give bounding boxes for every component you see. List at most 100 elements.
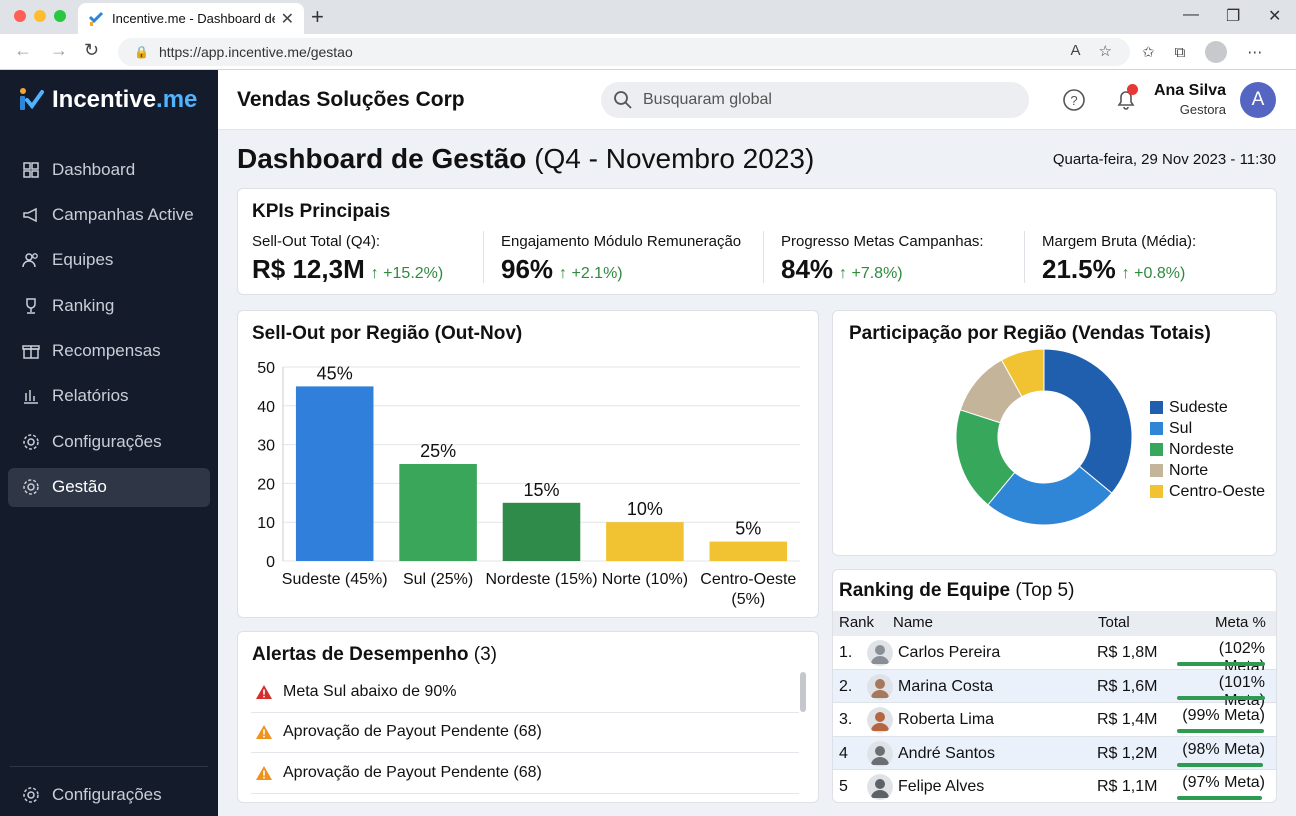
sidebar-item-dashboard[interactable]: Dashboard: [8, 150, 210, 189]
kpi-progresso: Progresso Metas Campanhas: 84% ↑ +7.8%): [781, 233, 984, 285]
sidebar-item-configura-es[interactable]: Configurações: [8, 422, 210, 461]
minimize-icon[interactable]: —: [1183, 6, 1199, 23]
sidebar-item-relat-rios[interactable]: Relatórios: [8, 377, 210, 416]
bar[interactable]: [295, 386, 374, 561]
member-total: R$ 1,6M: [1097, 677, 1158, 695]
collections-icon[interactable]: ⧉: [1174, 43, 1186, 61]
rank-number: 2.: [839, 677, 853, 695]
table-row[interactable]: 3. Roberta Lima R$ 1,4M (99% Meta): [833, 703, 1276, 737]
sidebar-item-equipes[interactable]: Equipes: [8, 241, 210, 280]
logo-icon: [20, 88, 44, 110]
company-name: Vendas Soluções Corp: [237, 88, 465, 111]
forward-icon[interactable]: →: [50, 40, 68, 60]
gear-icon: [23, 479, 39, 495]
profile-icon[interactable]: [1205, 41, 1228, 63]
x-tick-label: (5%): [731, 591, 765, 608]
bar-data-label: 5%: [735, 519, 761, 539]
maximize-window-button[interactable]: [54, 10, 66, 22]
kpi-label: Progresso Metas Campanhas:: [781, 233, 984, 250]
pie-slice[interactable]: [1043, 348, 1133, 494]
meta-progress-bar: [1177, 762, 1264, 767]
sidebar-item-ranking[interactable]: Ranking: [8, 286, 210, 325]
pie-chart-card: Participação por Região (Vendas Totais) …: [832, 310, 1277, 556]
alerts-title: Alertas de Desempenho (3): [252, 644, 497, 666]
close-window-button[interactable]: [14, 10, 26, 22]
ranking-table-header: Rank Name Total Meta %: [833, 611, 1276, 636]
search-input[interactable]: [643, 91, 1003, 109]
bar[interactable]: [606, 522, 684, 561]
table-row[interactable]: 2. Marina Costa R$ 1,6M (101% Meta): [833, 669, 1276, 709]
member-total: R$ 1,2M: [1097, 744, 1158, 762]
bar[interactable]: [502, 502, 581, 561]
avatar[interactable]: A: [1240, 82, 1276, 118]
user-info[interactable]: Ana Silva Gestora: [1154, 82, 1226, 117]
col-name: Name: [893, 614, 934, 631]
alert-item[interactable]: Meta Sul abaixo de 90%: [251, 672, 799, 713]
read-aloud-icon[interactable]: A: [1070, 42, 1081, 59]
close-icon[interactable]: ✕: [1268, 8, 1282, 25]
bar[interactable]: [709, 541, 788, 561]
alert-text: Aprovação de Payout Pendente (68): [283, 723, 542, 741]
new-tab-icon[interactable]: +: [311, 4, 324, 29]
x-tick-label: Norte (10%): [602, 571, 688, 588]
sidebar-item-label: Recompensas: [52, 341, 161, 361]
avatar: [867, 640, 893, 666]
tab-close-icon[interactable]: ✕: [280, 10, 294, 28]
help-icon[interactable]: ?: [1062, 88, 1086, 112]
warning-red-icon: [256, 684, 272, 699]
reload-icon[interactable]: ↻: [84, 40, 100, 60]
warning-orange-icon: [256, 725, 272, 740]
page-title-period: (Q4 - Novembro 2023): [534, 143, 815, 174]
gear-icon: [23, 786, 39, 803]
rank-number: 3.: [839, 711, 853, 729]
table-row[interactable]: 5 Felipe Alves R$ 1,1M (97% Meta): [833, 770, 1276, 802]
browser-tab[interactable]: Incentive.me - Dashboard de G ✕: [78, 3, 304, 34]
notification-badge: [1127, 84, 1138, 95]
url-field[interactable]: 🔒 https://app.incentive.me/gestao A ☆: [118, 38, 1130, 66]
legend-item: Norte: [1150, 460, 1265, 481]
kpi-delta: ↑ +7.8%): [839, 265, 903, 282]
avatar: [867, 707, 893, 734]
table-row[interactable]: 1. Carlos Pereira R$ 1,8M (102% Meta): [833, 636, 1276, 675]
pie-slice[interactable]: [987, 465, 1113, 526]
restore-icon[interactable]: ❐: [1226, 8, 1241, 25]
favorite-star-icon[interactable]: ☆: [1098, 43, 1112, 60]
user-role: Gestora: [1179, 102, 1226, 117]
trophy-icon: [26, 297, 36, 314]
alert-item[interactable]: Aprovação de Payout Pendente (68): [251, 713, 799, 753]
meta-progress-bar: [1177, 796, 1263, 801]
global-search[interactable]: [601, 82, 1029, 118]
alerts-scrollbar[interactable]: [800, 672, 806, 712]
member-total: R$ 1,8M: [1097, 644, 1158, 661]
logo[interactable]: Incentive .me: [18, 86, 197, 114]
favorites-icon[interactable]: ✩: [1142, 44, 1155, 61]
notifications-button[interactable]: [1114, 84, 1138, 116]
url-text: https://app.incentive.me/gestao: [158, 44, 353, 60]
sidebar-item-campanhas-active[interactable]: Campanhas Active: [8, 195, 210, 234]
kpi-value: 21.5%: [1042, 254, 1116, 284]
sidebar-item-configuracoes-bottom[interactable]: Configurações: [8, 775, 210, 814]
bar-data-label: 15%: [523, 480, 559, 500]
kpi-label: Engajamento Módulo Remuneração: [501, 233, 742, 250]
minimize-window-button[interactable]: [34, 10, 46, 22]
x-tick-label: Sul (25%): [403, 571, 473, 588]
legend-item: Centro-Oeste: [1150, 481, 1265, 502]
logo-text: Incentive: [52, 86, 157, 113]
kpi-value: 84%: [781, 254, 834, 284]
bar[interactable]: [399, 464, 477, 561]
avatar: [867, 774, 893, 801]
sidebar-item-label: Gestão: [52, 477, 107, 497]
table-row[interactable]: 4 André Santos R$ 1,2M (98% Meta): [833, 736, 1276, 771]
bar-chart-title: Sell-Out por Região (Out-Nov): [252, 323, 523, 344]
alerts-card: Alertas de Desempenho (3) Meta Sul abaix…: [237, 631, 819, 803]
y-tick-label: 40: [257, 399, 275, 416]
back-icon[interactable]: ←: [14, 40, 32, 60]
more-icon[interactable]: ⋯: [1247, 44, 1263, 61]
sidebar-item-gest-o[interactable]: Gestão: [8, 467, 210, 507]
pie-slice[interactable]: [1000, 348, 1045, 398]
alert-item[interactable]: Aprovação de Payout Pendente (68): [251, 753, 799, 794]
kpi-card: KPIs Principais Sell-Out Total (Q4): R$ …: [237, 188, 1277, 295]
kpi-delta: ↑ +0.8%): [1121, 265, 1186, 282]
sidebar-item-label: Ranking: [52, 295, 115, 315]
sidebar-item-recompensas[interactable]: Recompensas: [8, 332, 210, 371]
